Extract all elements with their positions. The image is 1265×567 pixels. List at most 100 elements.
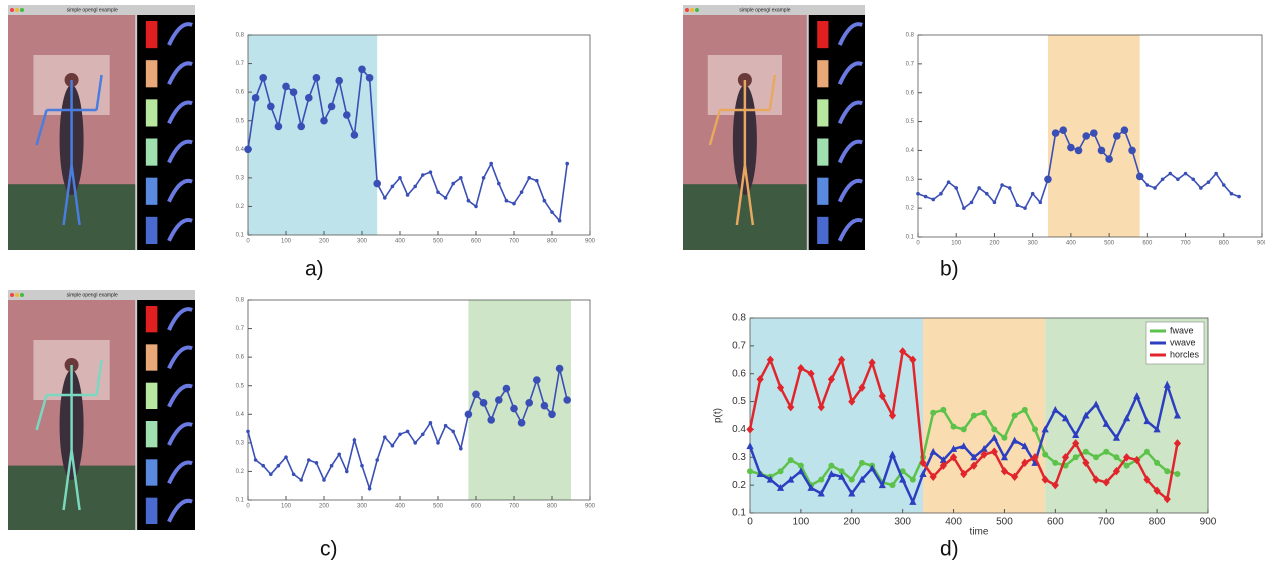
marker	[474, 204, 478, 209]
thumbnail-pose	[145, 99, 158, 127]
marker	[1128, 146, 1136, 155]
marker	[1133, 455, 1141, 465]
marker	[1143, 417, 1151, 425]
marker	[284, 455, 288, 459]
marker	[1082, 411, 1090, 419]
y-tick-label: 0.5	[236, 118, 245, 124]
window-title: simple opengl example	[67, 7, 118, 13]
marker	[269, 472, 273, 477]
marker	[1229, 191, 1234, 196]
y-tick-label: 0.3	[236, 440, 245, 446]
marker	[1113, 454, 1120, 461]
marker	[322, 478, 326, 482]
marker	[1163, 494, 1171, 504]
marker	[1173, 411, 1182, 419]
marker	[807, 484, 815, 491]
panel-caption: d)	[940, 538, 959, 561]
y-tick-label: 0.7	[906, 61, 915, 67]
marker	[329, 463, 334, 468]
thumbnail-trajectory	[167, 100, 193, 125]
marker	[398, 432, 402, 437]
y-tick-label: 0.3	[732, 452, 746, 463]
marker	[1123, 462, 1130, 469]
marker	[428, 170, 433, 174]
marker	[969, 200, 974, 205]
thumbnail-trajectory	[167, 307, 193, 331]
marker	[487, 416, 496, 424]
marker	[1174, 471, 1181, 477]
marker	[413, 184, 418, 189]
marker	[472, 390, 480, 399]
marker	[533, 376, 541, 384]
marker	[1221, 183, 1226, 187]
x-tick-label: 600	[471, 239, 482, 245]
legend-label: fwave	[1170, 325, 1194, 335]
marker	[352, 438, 357, 442]
window-button	[20, 8, 24, 12]
marker	[1163, 380, 1171, 388]
marker	[297, 122, 306, 131]
thumbnail-pose	[145, 60, 158, 88]
thumbnail-pose	[145, 497, 158, 524]
thumbnail-strip	[808, 15, 865, 250]
marker	[512, 201, 516, 206]
marker	[1112, 132, 1121, 140]
y-tick-label: 0.1	[236, 233, 245, 239]
y-tick-label: 0.5	[732, 396, 746, 407]
marker	[1153, 186, 1157, 190]
marker	[1102, 419, 1110, 427]
marker	[1082, 132, 1090, 140]
marker	[1105, 155, 1113, 163]
marker	[1122, 414, 1131, 422]
marker	[436, 190, 440, 194]
y-tick-label: 0.8	[732, 313, 746, 324]
marker	[291, 472, 296, 477]
marker	[1237, 194, 1241, 199]
x-tick-label: 600	[1142, 241, 1153, 247]
marker	[1044, 175, 1052, 184]
marker	[557, 218, 562, 223]
marker	[797, 363, 805, 373]
x-tick-label: 900	[1200, 517, 1217, 528]
window-button	[685, 8, 689, 12]
marker	[776, 484, 785, 491]
x-tick-label: 200	[319, 504, 330, 510]
marker	[1112, 467, 1120, 476]
marker	[931, 197, 936, 202]
marker	[1122, 453, 1131, 462]
marker	[787, 457, 794, 464]
x-tick-label: 300	[1028, 241, 1039, 247]
marker	[373, 179, 382, 188]
marker	[1168, 171, 1173, 176]
marker	[565, 161, 569, 166]
marker	[746, 425, 754, 434]
marker	[375, 458, 380, 462]
marker	[1074, 146, 1083, 155]
x-tick-label: 500	[1104, 241, 1115, 247]
marker	[848, 397, 856, 406]
x-tick-label: 200	[989, 241, 1000, 247]
marker	[481, 176, 486, 180]
marker	[899, 475, 907, 483]
legend-label: horcles	[1170, 349, 1200, 359]
marker	[777, 468, 784, 475]
thumbnail-trajectory	[167, 139, 193, 164]
marker	[970, 461, 978, 470]
marker	[919, 458, 927, 468]
marker	[1031, 453, 1039, 462]
x-tick-label: 0	[246, 239, 250, 245]
thumbnail-trajectory	[837, 22, 863, 46]
marker	[1041, 475, 1049, 484]
marker	[1097, 146, 1106, 155]
x-tick-label: 0	[246, 504, 250, 510]
marker	[888, 411, 897, 420]
thumbnail-pose	[817, 60, 829, 88]
marker	[510, 404, 518, 413]
marker	[817, 489, 825, 497]
x-tick-label: 100	[793, 517, 810, 528]
x-tick-label: 800	[1149, 517, 1166, 528]
marker	[923, 194, 928, 199]
marker	[949, 445, 958, 452]
marker	[335, 76, 344, 85]
marker	[1011, 436, 1019, 444]
